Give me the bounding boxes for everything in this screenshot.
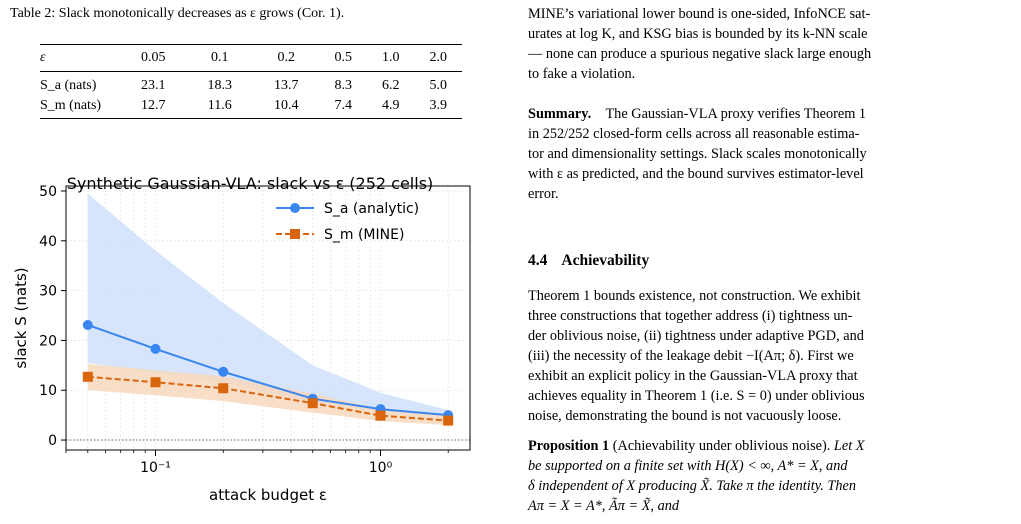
data-point <box>307 398 318 409</box>
text-line: tor and dimensionality settings. Slack s… <box>528 146 867 162</box>
text-line: achieves equality in Theorem 1 (i.e. S =… <box>528 388 865 404</box>
data-point <box>218 366 229 377</box>
summary-text: The Gaussian-VLA proxy verifies Theorem … <box>605 106 867 122</box>
proposition-label: Proposition 1 <box>528 438 610 454</box>
intro-paragraph: MINE’s variational lower bound is one-si… <box>528 4 1014 84</box>
section-heading: 4.4 Achievability <box>528 252 649 270</box>
text-line: exhibit an explicit policy in the Gaussi… <box>528 368 858 384</box>
table-cell: 13.7 <box>274 78 299 93</box>
confidence-band <box>87 193 449 417</box>
left-column: Table 2: Slack monotonically decreases a… <box>0 0 500 524</box>
body-paragraph: Theorem 1 bounds existence, not construc… <box>528 286 1014 426</box>
data-point <box>443 415 454 426</box>
table-row: S_m (nats) 12.7 11.6 10.4 7.4 4.9 3.9 <box>40 96 462 119</box>
chart-title: Synthetic Gaussian-VLA: slack vs ε (252 … <box>66 174 434 193</box>
y-tick-label: 30 <box>39 284 57 300</box>
legend: S_a (analytic) S_m (MINE) <box>276 201 419 243</box>
table-cell: 18.3 <box>207 78 233 93</box>
data-point <box>150 343 161 354</box>
slack-table: ε 0.05 0.1 0.2 0.5 1.0 2.0 S_a (nats) 23… <box>40 44 462 119</box>
text-line: Theorem 1 bounds existence, not construc… <box>528 288 861 304</box>
proposition-paragraph: Proposition 1 (Achievability under obliv… <box>528 436 1014 516</box>
data-point <box>82 319 93 330</box>
y-tick-label: 0 <box>48 433 57 449</box>
confidence-band <box>87 363 449 426</box>
x-tick-label: 10⁻¹ <box>140 460 171 476</box>
plot-frame <box>65 185 471 451</box>
row-label: S_a (nats) <box>40 78 97 93</box>
proposition-text: Let X <box>833 438 865 454</box>
text-line: three constructions that together addres… <box>528 308 853 324</box>
table-header-cell: 1.0 <box>367 44 415 72</box>
legend-marker <box>290 203 300 213</box>
table-cell: 6.2 <box>382 78 400 93</box>
legend-label: S_a (analytic) <box>324 201 419 217</box>
text-line: der oblivious noise, (ii) tightness unde… <box>528 328 864 344</box>
x-tick-label: 10⁰ <box>369 460 393 476</box>
text-line: Summary. The Gaussian-VLA proxy verifies… <box>528 104 1014 124</box>
y-tick-label: 50 <box>39 184 57 200</box>
table-cell: 12.7 <box>120 96 187 119</box>
data-point <box>375 410 386 421</box>
table-header-cell: 0.2 <box>253 44 320 72</box>
text-line: in 252/252 closed-form cells across all … <box>528 126 860 142</box>
slack-chart: 0 10 20 30 40 50 10⁻¹ 10⁰ attack budget ε slack S… <box>12 184 471 504</box>
text-line: MINE’s variational lower bound is one-si… <box>528 6 871 22</box>
text-line: to fake a violation. <box>528 66 636 82</box>
y-tick-label: 20 <box>39 333 57 349</box>
data-point <box>82 371 93 382</box>
table-cell: 10.4 <box>253 96 320 119</box>
legend-label: S_m (MINE) <box>324 227 404 243</box>
y-tick-label: 40 <box>39 234 57 250</box>
summary-paragraph: Summary. The Gaussian-VLA proxy verifies… <box>528 104 1014 204</box>
table-row: S_a (nats) 23.1 18.3 13.7 8.3 6.2 5.0 <box>40 72 462 97</box>
text-line: Proposition 1 (Achievability under obliv… <box>528 436 1014 456</box>
row-label: S_m (nats) <box>40 96 120 119</box>
table-cell: 5.0 <box>429 78 448 93</box>
table-cell: 23.1 <box>141 78 166 93</box>
section-title: Achievability <box>561 252 650 269</box>
text-line: error. <box>528 186 559 202</box>
x-axis-label: attack budget ε <box>209 486 327 504</box>
summary-label: Summary. <box>528 106 592 122</box>
text-line: (iii) the necessity of the leakage debit… <box>528 348 854 364</box>
text-line: δ independent of X producing X̃. Take π … <box>528 478 857 494</box>
y-axis-label: slack S (nats) <box>12 267 30 368</box>
text-line: with ε as predicted, and the bound survi… <box>528 166 864 182</box>
table-header-row: ε 0.05 0.1 0.2 0.5 1.0 2.0 <box>40 44 462 72</box>
legend-marker <box>290 229 300 239</box>
text-line: Aπ = X = A*, Ãπ = X̃, and <box>528 498 680 514</box>
data-point <box>150 377 161 388</box>
table-header-cell: 2.0 <box>414 44 462 72</box>
series-line <box>87 375 449 422</box>
table-cell: 11.6 <box>186 96 253 119</box>
table-cell: 8.3 <box>334 78 353 93</box>
table-header-cell: ε <box>40 44 120 72</box>
text-line: — none can produce a spurious negative s… <box>528 46 872 62</box>
right-column: MINE’s variational lower bound is one-si… <box>528 0 1014 524</box>
text-line: urates at log K, and KSG bias is bounded… <box>528 26 868 42</box>
data-point <box>218 383 229 394</box>
table-caption: Table 2: Slack monotonically decreases a… <box>10 6 345 21</box>
table-header-cell: 0.1 <box>186 44 253 72</box>
table-cell: 4.9 <box>367 96 415 119</box>
y-tick-label: 10 <box>39 383 57 399</box>
proposition-title: (Achievability under oblivious noise). <box>612 438 831 454</box>
series-line <box>87 324 449 417</box>
table-cell: 7.4 <box>319 96 367 119</box>
table-header-cell: 0.05 <box>120 44 187 72</box>
table-header-cell: 0.5 <box>319 44 367 72</box>
text-line: be supported on a finite set with H(X) <… <box>528 458 848 474</box>
text-line: noise, demonstrating the bound is not va… <box>528 408 842 424</box>
section-number: 4.4 <box>528 252 548 269</box>
table-cell: 3.9 <box>414 96 462 119</box>
